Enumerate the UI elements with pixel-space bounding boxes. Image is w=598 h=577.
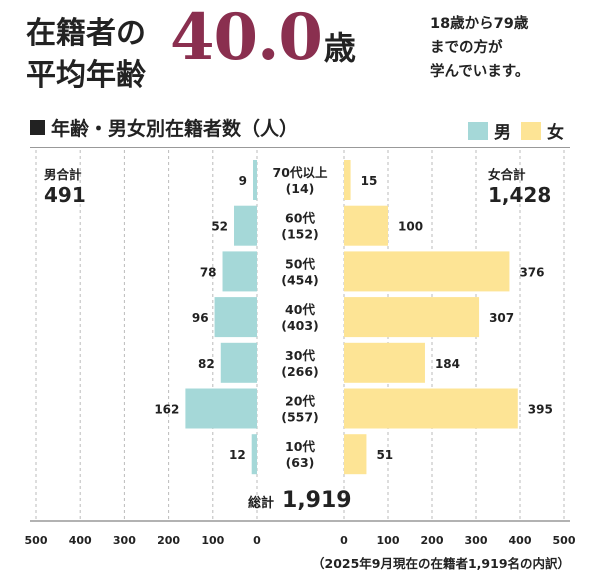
headline-line2: 平均年齢 [26, 58, 146, 93]
category-label: 60代 [285, 211, 315, 226]
male-bar [185, 388, 257, 429]
average-age-unit: 歳 [323, 29, 356, 67]
title-square-icon [30, 120, 45, 135]
chart-top-rule [30, 147, 570, 148]
note-line: 学んでいます。 [430, 64, 530, 80]
male-bar [234, 205, 257, 246]
female-bar [344, 388, 518, 429]
legend-male-label: 男 [494, 123, 511, 143]
x-tick-label-male: 400 [69, 534, 92, 547]
female-bar [344, 342, 425, 383]
legend-female-swatch [521, 121, 541, 140]
chart-title: 年齢・男女別在籍者数（人） [30, 114, 298, 141]
x-tick-label-female: 100 [377, 534, 400, 547]
grand-total-value: 1,919 [282, 488, 352, 513]
x-tick-label-female: 200 [421, 534, 444, 547]
female-bar-value-label: 15 [361, 174, 378, 188]
category-total-label: (266) [281, 364, 319, 379]
category-total-label: (403) [281, 318, 319, 333]
female-bar-value-label: 376 [519, 265, 544, 279]
legend-female-label: 女 [547, 123, 564, 143]
legend-female: 女 [521, 118, 564, 143]
legend: 男 女 [468, 118, 564, 143]
category-total-label: (63) [286, 455, 315, 470]
male-bar-value-label: 78 [200, 265, 217, 279]
legend-male-swatch [468, 121, 488, 140]
category-label: 40代 [285, 302, 315, 317]
note-line: までの方が [430, 40, 503, 56]
average-age: 40.0歳 [170, 0, 356, 75]
headline-line1: 在籍者の [26, 16, 146, 51]
female-bar [344, 434, 367, 475]
category-label: 10代 [285, 439, 315, 454]
male-bar-value-label: 9 [239, 174, 247, 188]
category-label: 50代 [285, 256, 315, 271]
male-bar-value-label: 52 [211, 220, 228, 234]
category-label: 20代 [285, 394, 315, 409]
category-total-label: (152) [281, 227, 319, 242]
category-total-label: (557) [281, 410, 319, 425]
female-bar-value-label: 100 [398, 220, 423, 234]
male-total-value: 491 [44, 183, 86, 207]
legend-male: 男 [468, 118, 511, 143]
female-bar [344, 160, 351, 200]
male-bar-value-label: 82 [198, 357, 215, 371]
x-tick-label-male: 300 [113, 534, 136, 547]
age-range-note: 18歳から79歳 までの方が 学んでいます。 [430, 12, 529, 84]
male-bar [253, 160, 257, 200]
female-total-label: 女合計 [488, 167, 526, 182]
male-total-label: 男合計 [44, 167, 82, 182]
x-tick-label-male: 200 [157, 534, 180, 547]
female-bar-value-label: 51 [376, 448, 393, 462]
chart-title-text: 年齢・男女別在籍者数（人） [51, 118, 299, 140]
female-total-value: 1,428 [488, 183, 552, 207]
male-bar-value-label: 12 [229, 448, 246, 462]
female-bar-value-label: 395 [528, 403, 553, 417]
female-bar-value-label: 184 [435, 357, 460, 371]
x-tick-label-female: 300 [465, 534, 488, 547]
male-bar [222, 251, 257, 292]
female-bar [344, 297, 480, 338]
category-label: 70代以上 [273, 165, 328, 180]
x-tick-label-male: 0 [253, 534, 261, 547]
female-bar [344, 205, 388, 246]
average-age-value: 40.0 [170, 0, 323, 75]
x-tick-label-male: 100 [201, 534, 224, 547]
category-total-label: (14) [286, 181, 315, 196]
footnote: （2025年9月現在の在籍者1,919名の内訳） [312, 556, 571, 571]
male-bar [220, 342, 257, 383]
male-total: 男合計 491 [44, 164, 86, 207]
male-bar-value-label: 162 [154, 403, 179, 417]
male-bar [214, 297, 257, 338]
x-tick-label-female: 500 [553, 534, 576, 547]
female-bar-value-label: 307 [489, 311, 514, 325]
female-bar [344, 251, 510, 292]
x-tick-label-female: 0 [340, 534, 348, 547]
x-tick-label-male: 500 [25, 534, 48, 547]
male-bar-value-label: 96 [192, 311, 209, 325]
female-total: 女合計 1,428 [488, 164, 551, 207]
category-total-label: (454) [281, 272, 319, 287]
grand-total-label: 総計 [248, 496, 275, 511]
note-line: 18歳から79歳 [430, 16, 529, 32]
category-label: 30代 [285, 348, 315, 363]
x-tick-label-female: 400 [509, 534, 532, 547]
grand-total: 総計 1,919 [248, 488, 352, 513]
male-bar [251, 434, 257, 475]
